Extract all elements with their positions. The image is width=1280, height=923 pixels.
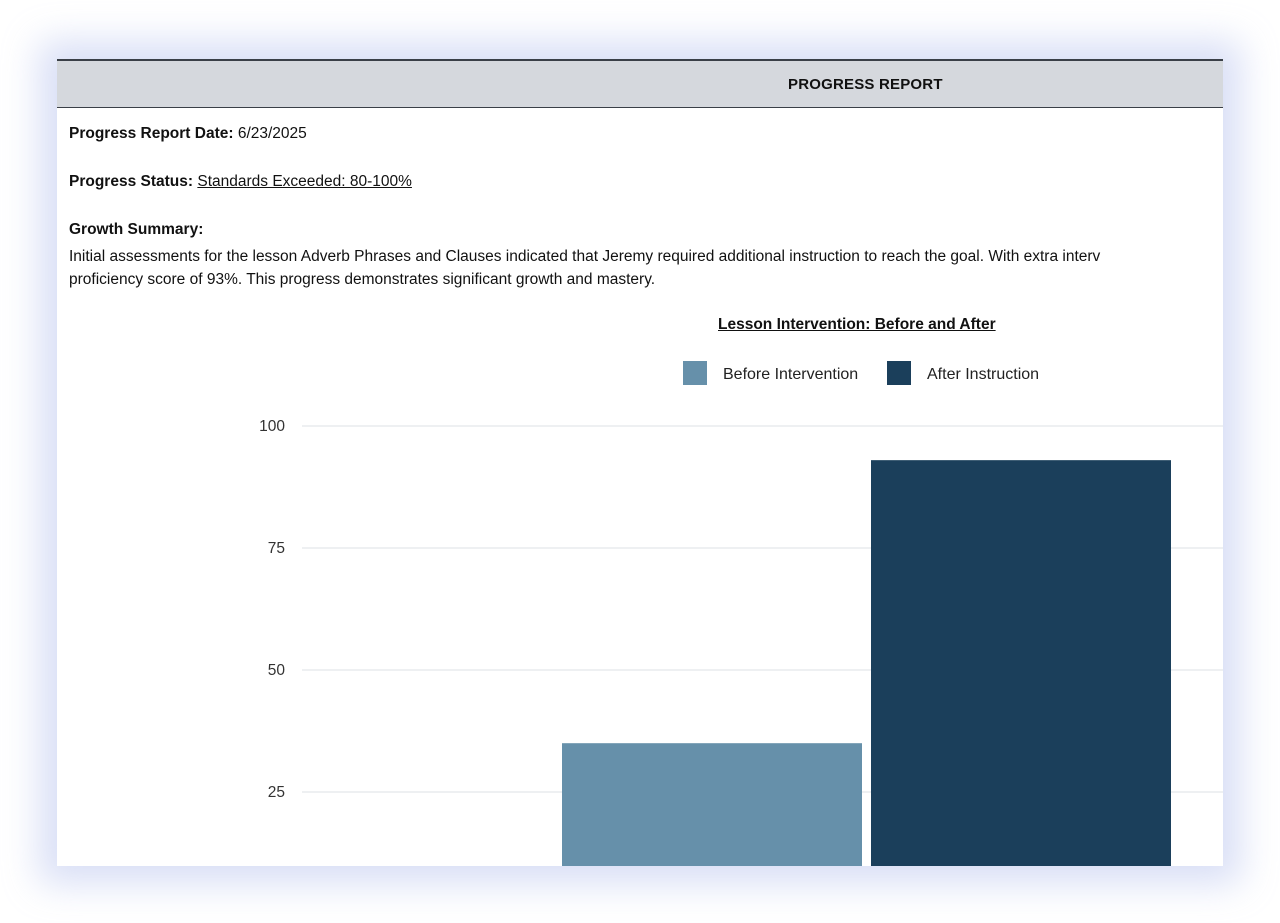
growth-summary-line: Initial assessments for the lesson Adver… xyxy=(69,248,1101,265)
chart-legend: Before Intervention After Instruction xyxy=(683,361,1039,385)
date-label: Progress Report Date: xyxy=(69,125,234,142)
y-tick-label: 75 xyxy=(268,540,285,557)
status-label: Progress Status: xyxy=(69,173,194,190)
chart-y-ticks: 100 75 50 25 xyxy=(259,418,285,801)
progress-status: Progress Status: Standards Exceeded: 80-… xyxy=(69,173,412,191)
legend-label: After Instruction xyxy=(927,366,1039,383)
report-header-bar: PROGRESS REPORT xyxy=(57,59,1223,108)
progress-report-date: Progress Report Date: 6/23/2025 xyxy=(69,125,307,143)
report-title: PROGRESS REPORT xyxy=(788,76,943,93)
growth-summary-line: proficiency score of 93%. This progress … xyxy=(69,271,656,288)
status-value-link[interactable]: Standards Exceeded: 80-100% xyxy=(197,173,412,190)
chart-title: Lesson Intervention: Before and After xyxy=(718,316,996,333)
legend-swatch xyxy=(683,361,707,385)
bar-before-intervention[interactable] xyxy=(562,743,862,866)
y-tick-label: 100 xyxy=(259,418,285,435)
chart-bars xyxy=(562,460,1171,866)
bar-chart: 100 75 50 25 Before Intervention After Instr… xyxy=(259,361,1223,866)
y-tick-label: 25 xyxy=(268,784,285,801)
bar-after-instruction[interactable] xyxy=(871,460,1171,866)
legend-label: Before Intervention xyxy=(723,366,858,383)
growth-summary-text: Initial assessments for the lesson Adver… xyxy=(69,245,1223,291)
growth-summary-label: Growth Summary: xyxy=(69,221,204,238)
date-value: 6/23/2025 xyxy=(237,125,307,142)
y-tick-label: 50 xyxy=(268,662,286,679)
legend-swatch xyxy=(887,361,911,385)
progress-report-panel: PROGRESS REPORT Progress Report Date: 6/… xyxy=(57,59,1223,866)
